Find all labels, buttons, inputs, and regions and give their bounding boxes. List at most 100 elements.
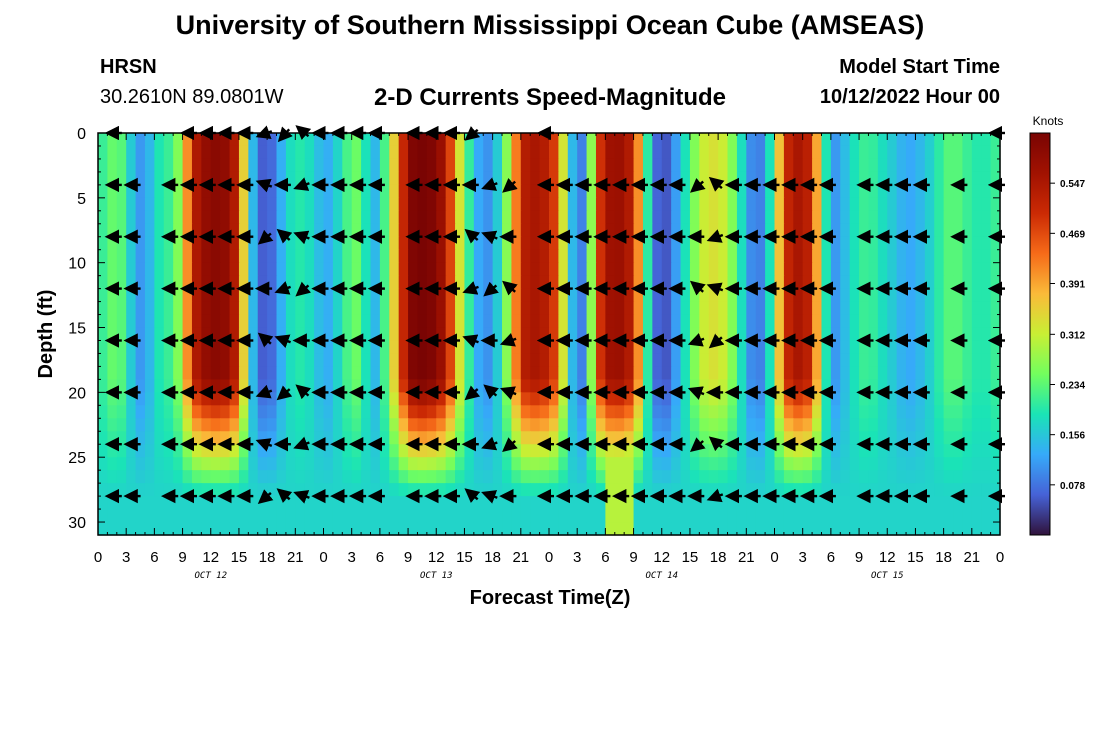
heatmap-cell <box>755 145 766 160</box>
heatmap-cell <box>624 366 635 380</box>
heatmap-cell <box>210 457 221 471</box>
heatmap-cell <box>539 275 550 290</box>
heatmap-cell <box>276 314 287 329</box>
heatmap-cell <box>191 197 202 212</box>
heatmap-cell <box>379 392 390 406</box>
heatmap-cell <box>238 496 249 510</box>
heatmap-cell <box>896 418 907 432</box>
heatmap-cell <box>238 301 249 316</box>
heatmap-cell <box>483 145 494 160</box>
heatmap-cell <box>417 509 428 523</box>
heatmap-cell <box>342 470 353 484</box>
heatmap-cell <box>361 444 372 458</box>
heatmap-cell <box>492 133 503 147</box>
heatmap-cell <box>210 133 221 147</box>
heatmap-cell <box>680 431 691 445</box>
heatmap-cell <box>868 223 879 238</box>
x-tick-label: 9 <box>629 549 637 566</box>
heatmap-cell <box>558 236 569 251</box>
heatmap-cell <box>962 133 973 147</box>
heatmap-cell <box>511 509 522 523</box>
heatmap-cell <box>971 288 982 303</box>
heatmap-cell <box>896 457 907 471</box>
heatmap-cell <box>342 133 353 147</box>
heatmap-cell <box>793 158 804 173</box>
heatmap-cell <box>708 236 719 251</box>
heatmap-cell <box>191 496 202 510</box>
heatmap-cell <box>924 353 935 368</box>
heatmap-cell <box>718 366 729 380</box>
heatmap-cell <box>934 431 945 445</box>
heatmap-cell <box>539 288 550 303</box>
heatmap-cell <box>859 353 870 368</box>
heatmap-cell <box>389 496 400 510</box>
heatmap-cell <box>774 431 785 445</box>
heatmap-cell <box>708 327 719 342</box>
heatmap-cell <box>802 197 813 212</box>
heatmap-cell <box>285 249 296 264</box>
heatmap-cell <box>981 366 992 380</box>
heatmap-cell <box>530 145 541 160</box>
heatmap-cell <box>323 314 334 329</box>
heatmap-cell <box>502 431 513 445</box>
heatmap-cell <box>755 262 766 277</box>
heatmap-cell <box>849 509 860 523</box>
heatmap-cell <box>408 431 419 445</box>
heatmap-cell <box>229 392 240 406</box>
heatmap-cell <box>567 496 578 510</box>
current-arrow <box>687 332 705 347</box>
heatmap-cell <box>727 133 738 147</box>
heatmap-cell <box>812 444 823 458</box>
heatmap-cell <box>774 133 785 147</box>
heatmap-cell <box>840 158 851 173</box>
heatmap-cell <box>332 210 343 225</box>
heatmap-cell <box>887 353 898 368</box>
heatmap-cell <box>934 366 945 380</box>
heatmap-cell <box>953 431 964 445</box>
heatmap-cell <box>304 262 315 277</box>
heatmap-cell <box>549 457 559 471</box>
heatmap-cell <box>126 327 137 342</box>
heatmap-cell <box>285 210 296 225</box>
day-label: OCT 12 <box>194 571 227 581</box>
heatmap-cell <box>849 431 860 445</box>
heatmap-cell <box>736 158 747 173</box>
heatmap-cell <box>549 431 559 445</box>
heatmap-cell <box>135 197 146 212</box>
heatmap-cell <box>802 223 813 238</box>
heatmap-cell <box>736 392 747 406</box>
heatmap-cell <box>210 340 221 355</box>
heatmap-cell <box>473 314 484 329</box>
heatmap-cell <box>389 353 400 368</box>
heatmap-cell <box>962 171 973 186</box>
heatmap-cell <box>915 236 926 251</box>
heatmap-cell <box>295 275 306 290</box>
heatmap-cell <box>924 275 935 290</box>
heatmap-cell <box>229 275 240 290</box>
heatmap-cell <box>464 418 475 432</box>
heatmap-cell <box>859 197 870 212</box>
heatmap-cell <box>915 171 926 186</box>
heatmap-cell <box>191 483 202 497</box>
heatmap-cell <box>877 379 888 393</box>
heatmap-cell <box>182 405 193 419</box>
heatmap-cell <box>605 496 616 510</box>
heatmap-cell <box>483 197 494 212</box>
heatmap-cell <box>323 405 334 419</box>
heatmap-cell <box>154 379 165 393</box>
heatmap-cell <box>934 133 945 147</box>
heatmap-cell <box>793 509 804 523</box>
heatmap-cell <box>530 340 541 355</box>
heatmap-cell <box>708 184 719 199</box>
heatmap-cell <box>934 197 945 212</box>
heatmap-cell <box>267 145 278 160</box>
heatmap-cell <box>868 444 879 458</box>
heatmap-cell <box>173 457 184 471</box>
heatmap-cell <box>642 171 653 186</box>
heatmap-cell <box>783 457 794 471</box>
heatmap-cell <box>971 392 982 406</box>
heatmap-cell <box>953 444 964 458</box>
heatmap-cell <box>671 457 682 471</box>
heatmap-cell <box>351 431 362 445</box>
heatmap-cell <box>107 210 118 225</box>
